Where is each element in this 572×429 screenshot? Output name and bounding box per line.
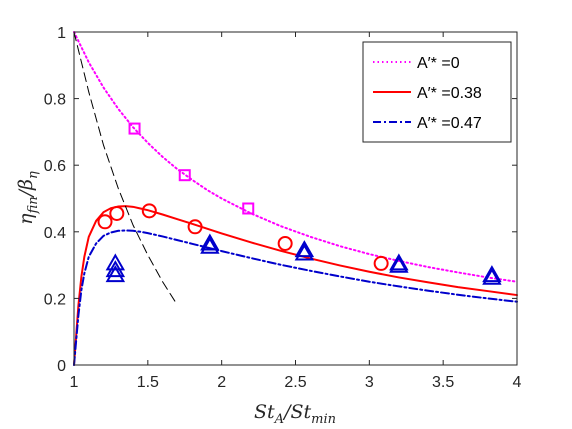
y-tick-label-1: 0.2 [44, 291, 66, 308]
data-point-1-0 [97, 214, 113, 230]
data-point-0-0 [128, 122, 141, 135]
x-axis-label: StA​/Stmin​ [254, 401, 336, 427]
data-point-1-1 [109, 205, 125, 221]
x-tick-label-4: 3 [365, 374, 374, 391]
data-point-2-6 [294, 243, 315, 261]
data-point-1-4 [277, 235, 293, 251]
series-line-0 [73, 31, 518, 283]
data-point-2-9 [482, 265, 502, 283]
x-axis-ticks: 1 1.5 2 2.5 3 3.5 4 [70, 32, 522, 391]
series-line-2 [73, 229, 518, 366]
data-point-0-1 [178, 169, 191, 182]
legend-label-2: A′* =0.47 [417, 115, 482, 132]
y-tick-label-5: 1 [57, 25, 66, 42]
x-tick-label-5: 3.5 [432, 374, 454, 391]
data-point-1-5 [373, 255, 389, 271]
data-point-2-0 [105, 253, 126, 271]
data-point-2-8 [389, 255, 409, 273]
curves-layer [73, 31, 518, 366]
data-point-2-2 [105, 265, 126, 283]
y-tick-label-4: 0.8 [44, 92, 66, 109]
data-point-2-1 [105, 260, 126, 278]
data-point-2-5 [294, 240, 315, 258]
data-point-2-3 [200, 233, 220, 251]
x-tick-label-0: 1 [70, 374, 79, 391]
series-line-3 [73, 31, 178, 306]
x-tick-label-6: 4 [513, 374, 522, 391]
data-point-1-3 [187, 219, 203, 235]
data-point-2-4 [200, 236, 220, 254]
data-point-0-2 [242, 202, 255, 215]
x-tick-label-2: 2 [217, 374, 226, 391]
y-tick-label-2: 0.4 [44, 225, 66, 242]
series-line-1 [73, 205, 518, 366]
legend-label-0: A′* =0 [417, 55, 460, 72]
y-tick-label-0: 0 [57, 358, 66, 375]
legend: A′* =0 A′* =0.38 A′* =0.47 [362, 41, 512, 143]
markers-layer [97, 122, 502, 285]
legend-label-1: A′* =0.38 [417, 85, 482, 102]
data-point-2-7 [389, 253, 409, 271]
y-tick-label-3: 0.6 [44, 158, 66, 175]
x-tick-label-3: 2.5 [284, 374, 306, 391]
data-point-1-2 [141, 203, 157, 219]
y-axis-label: ηfin​/βη​ [15, 171, 41, 225]
y-axis-ticks: 0 0.2 0.4 0.6 0.8 1 [44, 25, 517, 375]
data-point-2-10 [482, 267, 502, 285]
x-tick-label-1: 1.5 [137, 374, 159, 391]
